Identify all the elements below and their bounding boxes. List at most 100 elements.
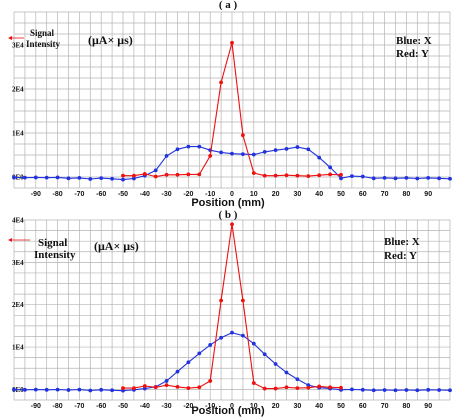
data-point	[230, 330, 234, 335]
data-point	[23, 175, 27, 180]
x-tick-label: 40	[315, 403, 323, 410]
x-tick-label: 60	[359, 403, 367, 410]
y-tick-label: 3E4	[12, 42, 24, 50]
x-axis-label: Position (mm)	[191, 197, 265, 209]
data-point	[175, 172, 180, 177]
data-point	[99, 176, 104, 181]
data-point	[110, 388, 114, 393]
x-tick-label: -70	[74, 403, 84, 410]
data-point	[404, 388, 409, 392]
data-point	[262, 386, 267, 391]
unit-label: (μA× μs)	[88, 33, 133, 47]
data-point	[197, 385, 202, 390]
x-tick-label: 40	[315, 191, 323, 198]
data-point	[273, 362, 278, 366]
x-tick-label: 30	[294, 191, 302, 198]
x-tick-label: 20	[272, 191, 280, 198]
x-tick-label: 50	[337, 191, 345, 198]
data-point	[142, 172, 147, 176]
data-point	[208, 343, 213, 347]
legend-entry-x: Blue: X	[384, 236, 420, 248]
data-point	[110, 176, 114, 181]
x-tick-label: 30	[294, 403, 302, 410]
legend-entry-x: Blue: X	[396, 35, 432, 47]
data-point	[437, 176, 441, 181]
data-point	[393, 388, 398, 393]
data-point	[382, 388, 387, 392]
data-point	[12, 387, 16, 392]
data-point	[219, 80, 224, 85]
data-point	[241, 333, 245, 338]
data-point	[164, 383, 169, 388]
data-point	[295, 145, 300, 149]
chart-panel-a: -90 -80 -70 -60 -50 -40 -30 -20 -10 0 10 20 30 40 50 60…	[8, 0, 452, 209]
x-tick-label: -10	[205, 403, 215, 410]
data-point	[273, 148, 278, 153]
x-tick-label: -30	[162, 191, 172, 198]
data-point	[186, 360, 191, 365]
data-point	[251, 152, 256, 157]
x-tick-label: 80	[403, 191, 411, 198]
x-tick-label: -50	[118, 191, 128, 198]
data-point	[437, 388, 441, 392]
data-point	[393, 176, 398, 181]
data-point	[426, 175, 431, 180]
data-point	[153, 168, 158, 173]
data-point	[175, 147, 180, 152]
data-point	[132, 386, 136, 391]
x-tick-label: -70	[74, 191, 84, 198]
data-point	[132, 173, 136, 178]
data-point	[251, 341, 256, 346]
arrow-icon	[8, 238, 12, 242]
data-point	[33, 175, 38, 180]
unit-label: (μA× μs)	[94, 239, 139, 253]
data-point	[77, 387, 82, 392]
data-point	[99, 387, 104, 392]
data-point	[317, 384, 322, 389]
data-point	[77, 175, 82, 180]
data-point	[241, 133, 245, 138]
data-point	[328, 385, 332, 390]
data-point	[448, 388, 452, 393]
x-tick-label: 50	[337, 403, 345, 410]
data-point	[12, 175, 16, 180]
x-tick-label: -20	[183, 403, 193, 410]
panel-label: ( a )	[219, 0, 238, 11]
legend-entry-y: Red: Y	[396, 48, 429, 60]
data-point	[404, 175, 409, 180]
data-point	[33, 387, 38, 392]
x-tick-label: 0	[230, 403, 234, 410]
data-point	[197, 144, 202, 149]
data-point	[164, 172, 169, 177]
data-point	[262, 150, 267, 154]
data-point	[306, 174, 311, 179]
data-point	[295, 377, 300, 382]
data-point	[339, 385, 343, 390]
data-point	[382, 175, 387, 180]
signal-label: Signal	[38, 237, 67, 249]
x-tick-label: 90	[424, 403, 432, 410]
data-point	[208, 153, 213, 158]
data-point	[295, 173, 300, 178]
data-point	[121, 177, 125, 182]
x-tick-label: -50	[118, 403, 128, 410]
data-point	[317, 173, 322, 178]
data-point	[339, 176, 343, 181]
data-point	[175, 369, 180, 374]
grid-lines	[13, 11, 451, 189]
data-point	[273, 173, 278, 178]
x-tick-label: 10	[250, 403, 258, 410]
data-point	[66, 388, 71, 392]
legend-entry-y: Red: Y	[384, 250, 417, 262]
y-tick-label: 2E4	[12, 86, 24, 94]
data-point	[262, 173, 267, 178]
data-point	[66, 176, 71, 181]
data-point	[262, 352, 267, 357]
data-point	[350, 174, 354, 179]
data-point	[371, 176, 376, 181]
data-point	[208, 379, 213, 383]
panel-label: ( b )	[219, 209, 238, 221]
data-point	[88, 388, 93, 393]
x-tick-label: 0	[230, 191, 234, 198]
intensity-label: Intensity	[34, 249, 76, 261]
